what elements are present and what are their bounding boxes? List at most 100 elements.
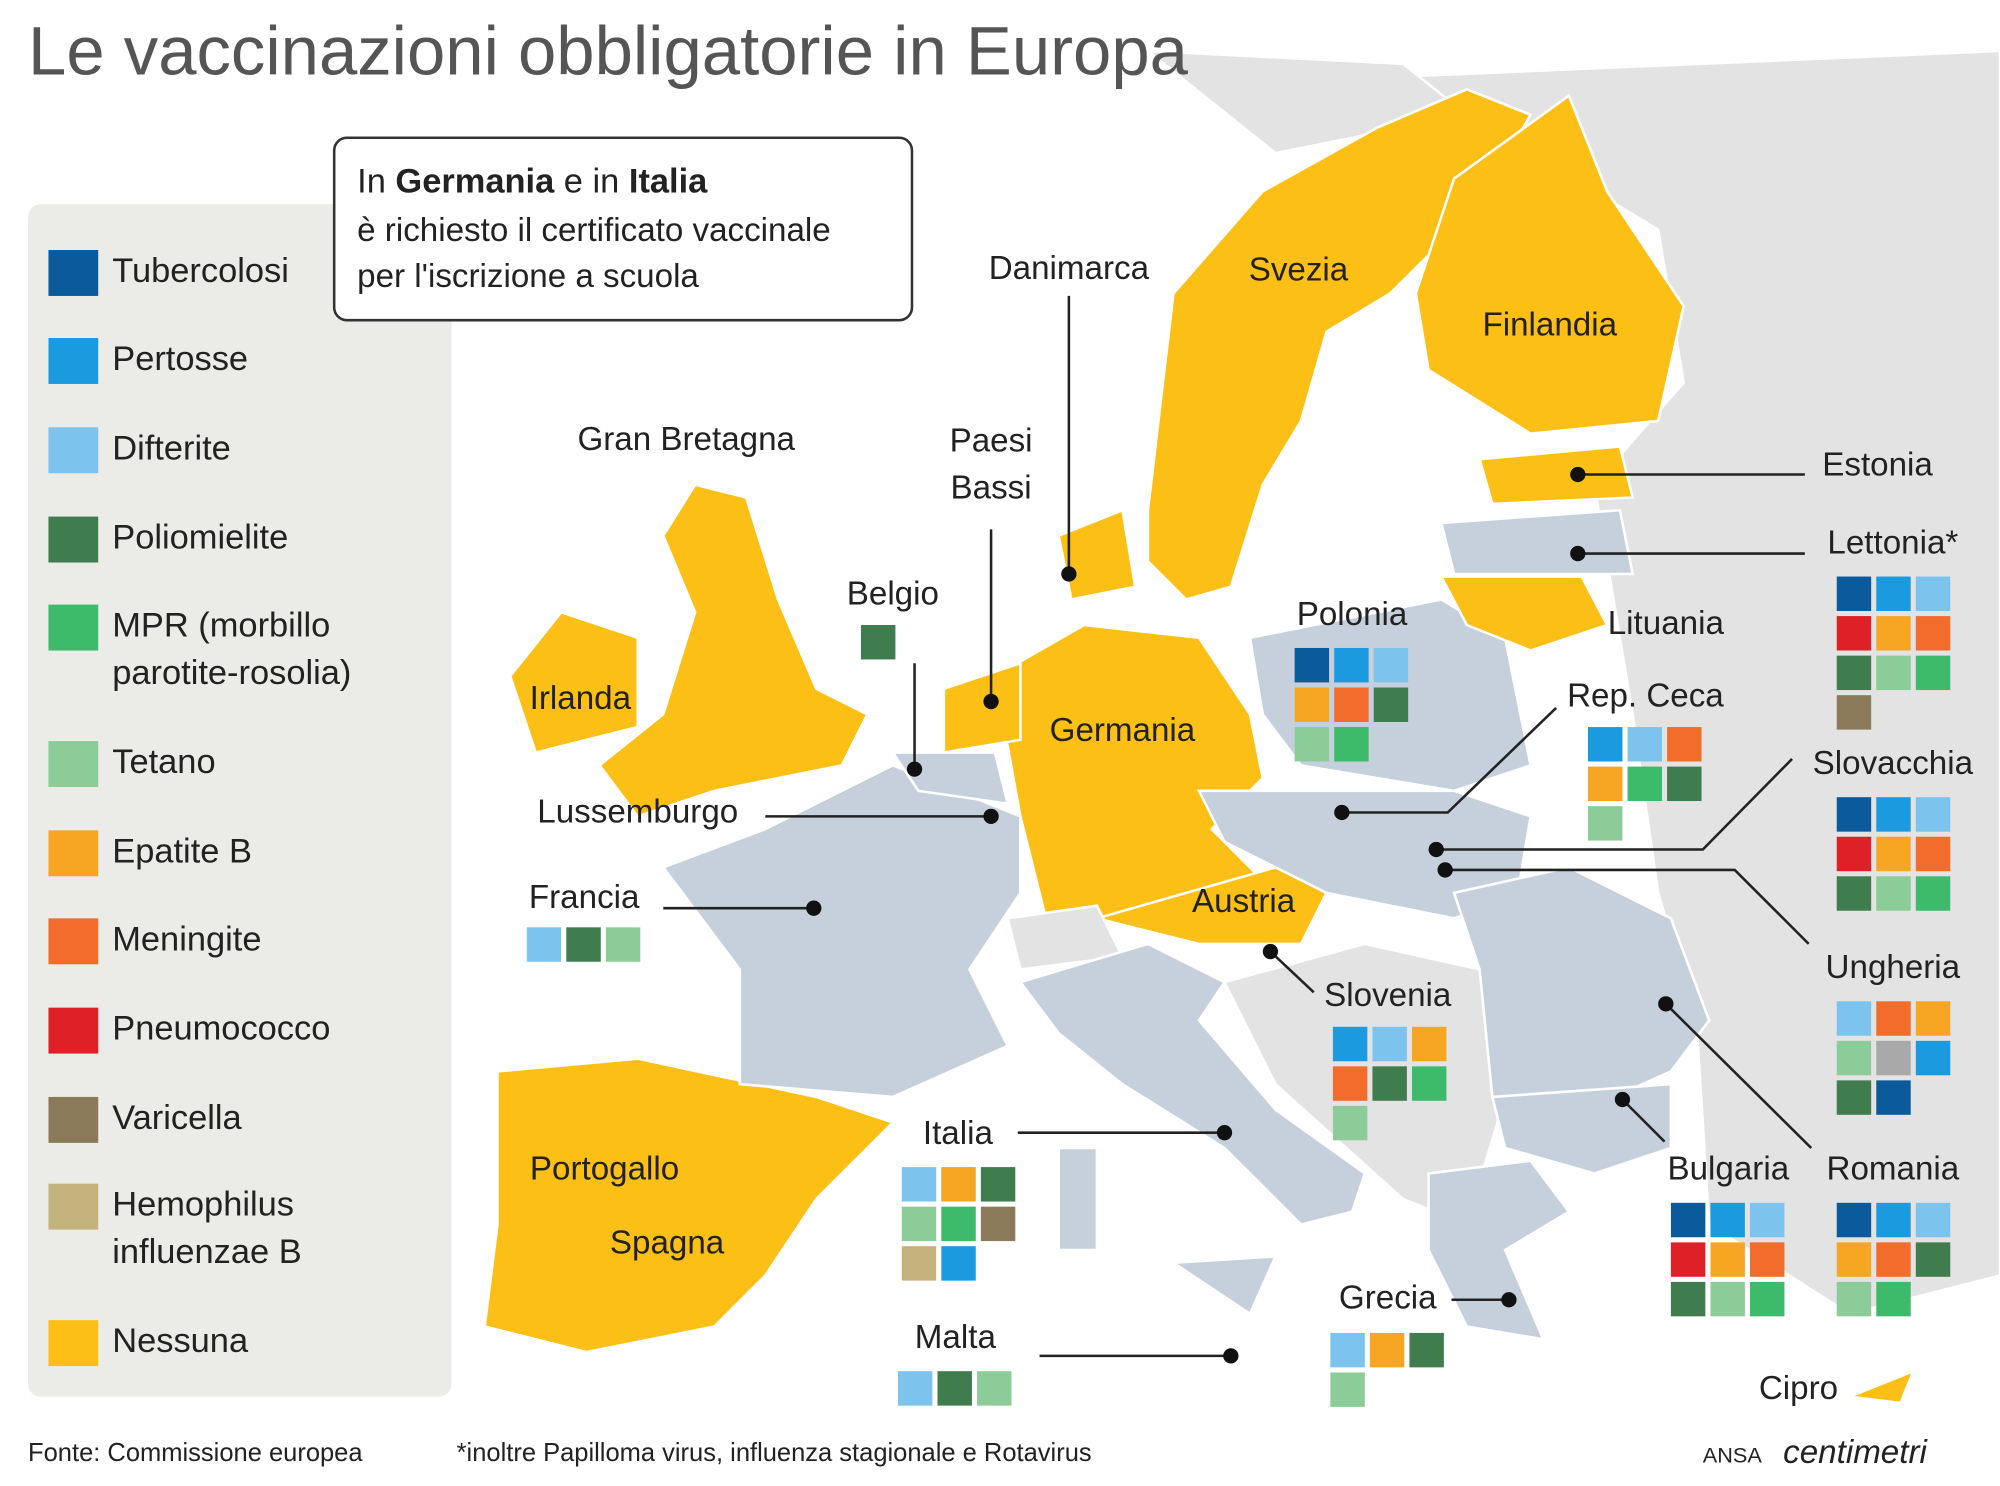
vaccine-square <box>1750 1242 1785 1277</box>
location-dot <box>1428 841 1444 858</box>
vaccine-square <box>1750 1281 1785 1317</box>
legend-label: parotite-rosolia) <box>112 654 351 692</box>
country-label: Ungheria <box>1826 949 1961 986</box>
vaccine-square <box>1876 1080 1911 1115</box>
footnote: *inoltre Papilloma virus, influenza stag… <box>457 1439 1092 1467</box>
country-label: Romania <box>1827 1151 1960 1188</box>
austria <box>1092 865 1329 946</box>
vaccine-square <box>1330 1332 1365 1368</box>
legend-label: Poliomielite <box>112 519 288 557</box>
country-label: Polonia <box>1297 596 1408 633</box>
country-label: Austria <box>1192 883 1296 920</box>
legend-swatch <box>48 741 99 788</box>
legend-label: Difterite <box>112 429 231 467</box>
sicily <box>1169 1254 1278 1316</box>
legend-swatch <box>48 1320 99 1367</box>
greece <box>1427 1159 1571 1341</box>
vaccine-square <box>1836 1040 1872 1076</box>
vaccine-square <box>1915 836 1951 872</box>
vaccine-square <box>901 1167 937 1202</box>
lithuania <box>1439 575 1609 652</box>
belgium <box>890 751 1010 806</box>
legend-swatch <box>48 1183 99 1230</box>
callout-text: Germania <box>395 163 555 201</box>
sardinia <box>1057 1146 1099 1252</box>
vaccine-square <box>1750 1202 1785 1238</box>
country-label: Irlanda <box>530 680 632 717</box>
legend-label: Hemophilus <box>112 1186 294 1224</box>
vaccine-square <box>1915 1040 1951 1076</box>
vaccine-square <box>1876 1242 1911 1277</box>
brand: ANSA <box>1703 1442 1763 1467</box>
vaccine-square <box>1667 766 1702 802</box>
legend-swatch <box>48 604 99 651</box>
scandinavia <box>1146 87 1533 601</box>
legend-label: Pneumococco <box>112 1010 330 1048</box>
vaccine-square <box>980 1167 1016 1202</box>
legend-swatch <box>48 338 99 384</box>
italy <box>1018 942 1367 1226</box>
vaccine-square <box>901 1246 937 1281</box>
finland <box>1414 93 1686 436</box>
country-label: Svezia <box>1249 251 1349 288</box>
vaccine-square <box>1330 1372 1365 1407</box>
vaccine-square <box>1836 1202 1872 1238</box>
vaccine-square <box>1588 727 1623 762</box>
callout-text: Italia <box>629 163 708 201</box>
location-dot <box>1570 466 1586 483</box>
vaccine-square <box>1372 1026 1407 1062</box>
country-label: Grecia <box>1339 1280 1437 1317</box>
legend-label: Pertosse <box>112 340 248 378</box>
vaccine-square <box>1876 1281 1911 1317</box>
country-label: Rep. Ceca <box>1567 677 1724 714</box>
country-label: Paesi <box>950 422 1033 459</box>
country-label: Bassi <box>951 470 1032 507</box>
country-label: Italia <box>923 1115 994 1152</box>
romania <box>1452 866 1711 1124</box>
legend-label: Meningite <box>112 920 261 958</box>
vaccine-square <box>1876 836 1911 872</box>
callout-line: In Germania e in Italia <box>357 163 708 201</box>
country-label: Finlandia <box>1482 306 1617 343</box>
vaccine-square <box>1876 1040 1911 1076</box>
vaccine-square <box>1836 695 1872 730</box>
vaccine-square <box>1670 1202 1706 1238</box>
vaccine-square <box>937 1371 972 1406</box>
vaccine-square <box>1876 797 1911 832</box>
vaccine-square <box>1836 616 1872 651</box>
leader-line <box>1621 1098 1666 1143</box>
vaccine-square <box>1915 576 1951 611</box>
vaccine-square <box>1915 876 1951 911</box>
vaccine-square <box>1915 1001 1951 1036</box>
vaccine-square <box>1332 1105 1368 1141</box>
country-label: Spagna <box>610 1225 725 1262</box>
vaccine-square <box>1915 797 1951 832</box>
vaccine-square <box>1710 1202 1745 1238</box>
vaccine-square <box>977 1371 1012 1406</box>
country-labels: Svezia Finlandia Danimarca Gran Bretagna Pae… <box>526 250 1974 1407</box>
country-label: Slovenia <box>1324 977 1452 1014</box>
location-dot <box>1501 1292 1517 1308</box>
legend-label: MPR (morbillo <box>112 607 330 645</box>
title: Le vaccinazioni obbligatorie in Europa <box>28 12 1189 89</box>
map <box>483 49 2000 1405</box>
callout-text: e in <box>554 163 629 201</box>
vaccine-square <box>1876 655 1911 691</box>
location-dot <box>1223 1348 1239 1364</box>
bulgaria <box>1490 1082 1673 1175</box>
country-label: Lettonia* <box>1827 524 1958 561</box>
vaccine-square <box>901 1206 937 1242</box>
location-dot <box>1570 545 1586 562</box>
leader-line <box>1436 758 1794 851</box>
location-dot <box>806 900 822 916</box>
location-dot <box>1334 804 1350 821</box>
vaccine-square <box>1915 655 1951 691</box>
vaccine-square <box>941 1206 976 1242</box>
vaccine-square <box>860 625 896 660</box>
location-dot <box>1614 1091 1631 1108</box>
estonia <box>1477 445 1635 506</box>
country-label: Cipro <box>1759 1370 1838 1407</box>
country-label: Germania <box>1050 712 1196 749</box>
country-label: Francia <box>529 879 640 916</box>
location-dot <box>906 761 923 777</box>
